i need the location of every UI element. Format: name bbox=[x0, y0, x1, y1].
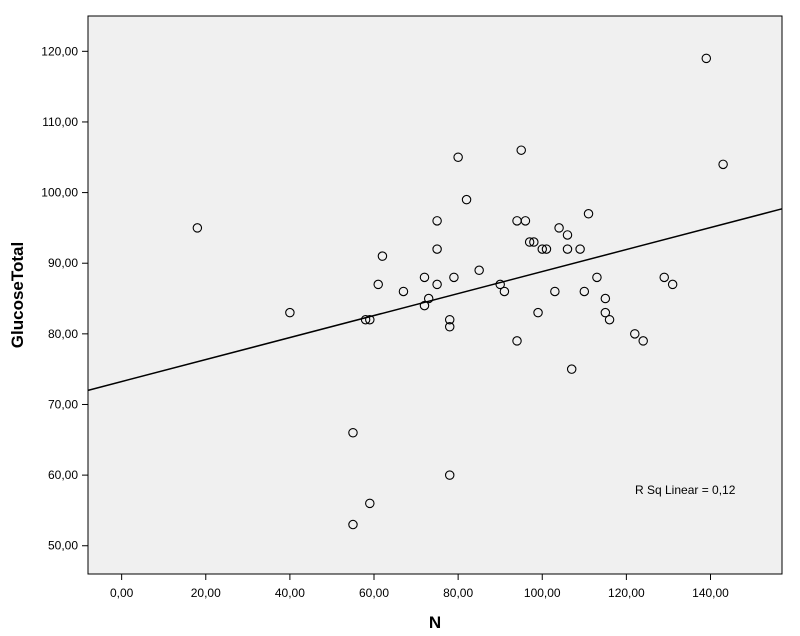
data-point bbox=[348, 519, 358, 530]
data-point bbox=[638, 336, 648, 346]
data-point bbox=[360, 314, 371, 325]
data-point bbox=[667, 279, 678, 290]
data-point bbox=[495, 279, 505, 290]
data-point bbox=[701, 53, 712, 64]
x-tick-label: 60,00 bbox=[359, 586, 389, 600]
data-point bbox=[512, 336, 522, 346]
x-axis-title: N bbox=[429, 613, 441, 632]
data-point bbox=[718, 159, 728, 170]
data-point bbox=[529, 237, 539, 247]
data-point bbox=[419, 272, 430, 283]
data-point bbox=[562, 230, 573, 240]
data-point bbox=[520, 216, 531, 226]
y-axis-title: GlucoseTotal bbox=[8, 242, 27, 348]
data-point bbox=[630, 329, 640, 339]
data-point bbox=[453, 152, 463, 163]
data-point bbox=[537, 244, 548, 254]
data-point bbox=[444, 314, 455, 325]
data-point bbox=[373, 279, 383, 290]
data-point bbox=[423, 293, 434, 304]
data-point bbox=[575, 244, 585, 254]
data-point bbox=[419, 300, 430, 311]
fit-line bbox=[87, 208, 783, 392]
data-point bbox=[365, 498, 375, 509]
y-tick-label: 90,00 bbox=[48, 256, 78, 270]
data-point bbox=[461, 194, 472, 205]
data-point bbox=[579, 286, 590, 297]
data-point bbox=[550, 286, 560, 297]
data-point bbox=[592, 272, 602, 283]
data-point bbox=[432, 244, 442, 254]
x-tick-label: 80,00 bbox=[443, 586, 473, 600]
y-tick-label: 50,00 bbox=[48, 539, 78, 553]
data-point bbox=[524, 237, 535, 247]
x-tick-label: 100,00 bbox=[524, 586, 561, 600]
data-point bbox=[554, 223, 564, 233]
data-point bbox=[449, 272, 459, 283]
x-tick-label: 120,00 bbox=[608, 586, 645, 600]
data-point bbox=[533, 307, 543, 318]
data-point bbox=[444, 470, 455, 480]
y-tick-label: 80,00 bbox=[48, 327, 78, 341]
y-tick-label: 70,00 bbox=[48, 397, 78, 411]
x-tick-label: 140,00 bbox=[692, 586, 729, 600]
y-tick-label: 110,00 bbox=[42, 115, 78, 129]
data-point bbox=[474, 265, 484, 276]
x-tick-label: 0,00 bbox=[110, 586, 134, 600]
data-point bbox=[659, 272, 669, 283]
data-point bbox=[377, 251, 388, 261]
data-point bbox=[444, 322, 455, 332]
r-squared-annotation: R Sq Linear = 0,12 bbox=[635, 483, 736, 497]
plot-area bbox=[87, 15, 783, 575]
data-point bbox=[604, 314, 615, 325]
data-point bbox=[600, 293, 611, 304]
data-point bbox=[600, 307, 611, 318]
x-tick-label: 40,00 bbox=[275, 586, 305, 600]
data-point bbox=[432, 216, 442, 226]
data-point bbox=[365, 314, 375, 325]
data-point bbox=[499, 286, 510, 297]
data-point bbox=[398, 286, 409, 297]
data-point bbox=[583, 209, 594, 219]
data-point bbox=[432, 279, 442, 290]
y-tick-label: 100,00 bbox=[41, 186, 78, 200]
x-tick-label: 20,00 bbox=[191, 586, 221, 600]
data-point bbox=[566, 364, 577, 374]
data-point bbox=[562, 244, 573, 254]
data-point bbox=[541, 244, 552, 254]
data-point bbox=[516, 145, 526, 155]
y-tick-label: 120,00 bbox=[41, 44, 78, 58]
data-point bbox=[192, 223, 203, 233]
y-tick-label: 60,00 bbox=[48, 468, 78, 482]
data-point bbox=[285, 307, 295, 318]
data-point bbox=[348, 427, 358, 438]
